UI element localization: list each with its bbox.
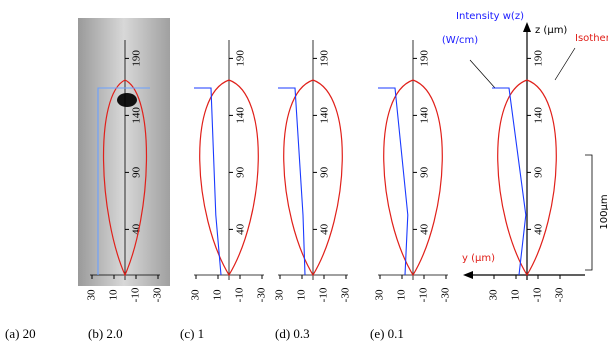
panel-caption: (d) 0.3 — [275, 326, 310, 341]
intensity-unit: (W/cm) — [442, 35, 478, 46]
y-tick-label: -10 — [418, 287, 430, 302]
y-tick-label: -10 — [532, 287, 544, 302]
z-tick-label: 190 — [419, 50, 431, 67]
y-tick-label: -30 — [554, 287, 566, 302]
y-tick-label: 30 — [274, 289, 286, 301]
y-tick-label: -10 — [130, 287, 142, 302]
scale-label: 100µm — [599, 194, 608, 229]
z-tick-label: 140 — [319, 107, 331, 124]
panel-caption: (c) 1 — [180, 326, 204, 341]
z-tick-label: 40 — [533, 223, 545, 235]
y-tick-label: 10 — [296, 289, 308, 301]
y-tick-label: -30 — [256, 287, 268, 302]
z-tick-label: 140 — [235, 107, 247, 124]
y-arrowhead — [463, 271, 473, 279]
panel-caption: (b) 2.0 — [88, 326, 123, 341]
y-tick-label: 10 — [510, 289, 522, 301]
panel-caption: (a) 20 — [5, 326, 36, 341]
y-tick-label: 10 — [108, 289, 120, 301]
intensity — [378, 88, 408, 275]
intensity-leader — [470, 60, 495, 88]
y-tick-label: 10 — [212, 289, 224, 301]
y-tick-label: -30 — [440, 287, 452, 302]
y-axis-label: y (µm) — [462, 253, 495, 264]
intensity — [194, 88, 221, 275]
y-tick-label: -30 — [340, 287, 352, 302]
z-tick-label: 190 — [235, 50, 247, 67]
z-tick-label: 140 — [131, 107, 143, 124]
intensity — [278, 88, 305, 275]
z-tick-label: 90 — [419, 166, 431, 178]
y-tick-label: 30 — [86, 289, 98, 301]
z-tick-label: 90 — [235, 166, 247, 178]
micrograph — [78, 18, 170, 286]
z-tick-label: 190 — [319, 50, 331, 67]
micrograph-spot — [117, 93, 137, 107]
panel-caption: (e) 0.1 — [370, 326, 404, 341]
z-tick-label: 40 — [131, 223, 143, 235]
y-tick-label: -10 — [234, 287, 246, 302]
z-tick-label: 40 — [319, 223, 331, 235]
y-tick-label: 10 — [396, 289, 408, 301]
isotherm-leader — [555, 48, 575, 80]
z-axis-label: z (µm) — [535, 25, 567, 36]
z-tick-label: 90 — [131, 166, 143, 178]
y-tick-label: -30 — [152, 287, 164, 302]
y-tick-label: 30 — [488, 289, 500, 301]
z-arrowhead — [523, 22, 531, 32]
intensity-label: Intensity w(z) — [456, 11, 524, 22]
y-tick-label: -10 — [318, 287, 330, 302]
isotherm-label: Isotherm — [575, 33, 608, 44]
z-tick-label: 140 — [419, 107, 431, 124]
z-tick-label: 90 — [533, 166, 545, 178]
scale-bar — [585, 155, 592, 270]
figure: Intensity w(z) (W/cm) Isotherm z (µm) y … — [0, 0, 608, 348]
z-tick-label: 40 — [235, 223, 247, 235]
y-tick-label: 30 — [374, 289, 386, 301]
z-tick-label: 190 — [131, 50, 143, 67]
intensity — [492, 88, 526, 275]
z-tick-label: 40 — [419, 223, 431, 235]
z-tick-label: 90 — [319, 166, 331, 178]
y-tick-label: 30 — [190, 289, 202, 301]
z-tick-label: 190 — [533, 50, 545, 67]
z-tick-label: 140 — [533, 107, 545, 124]
